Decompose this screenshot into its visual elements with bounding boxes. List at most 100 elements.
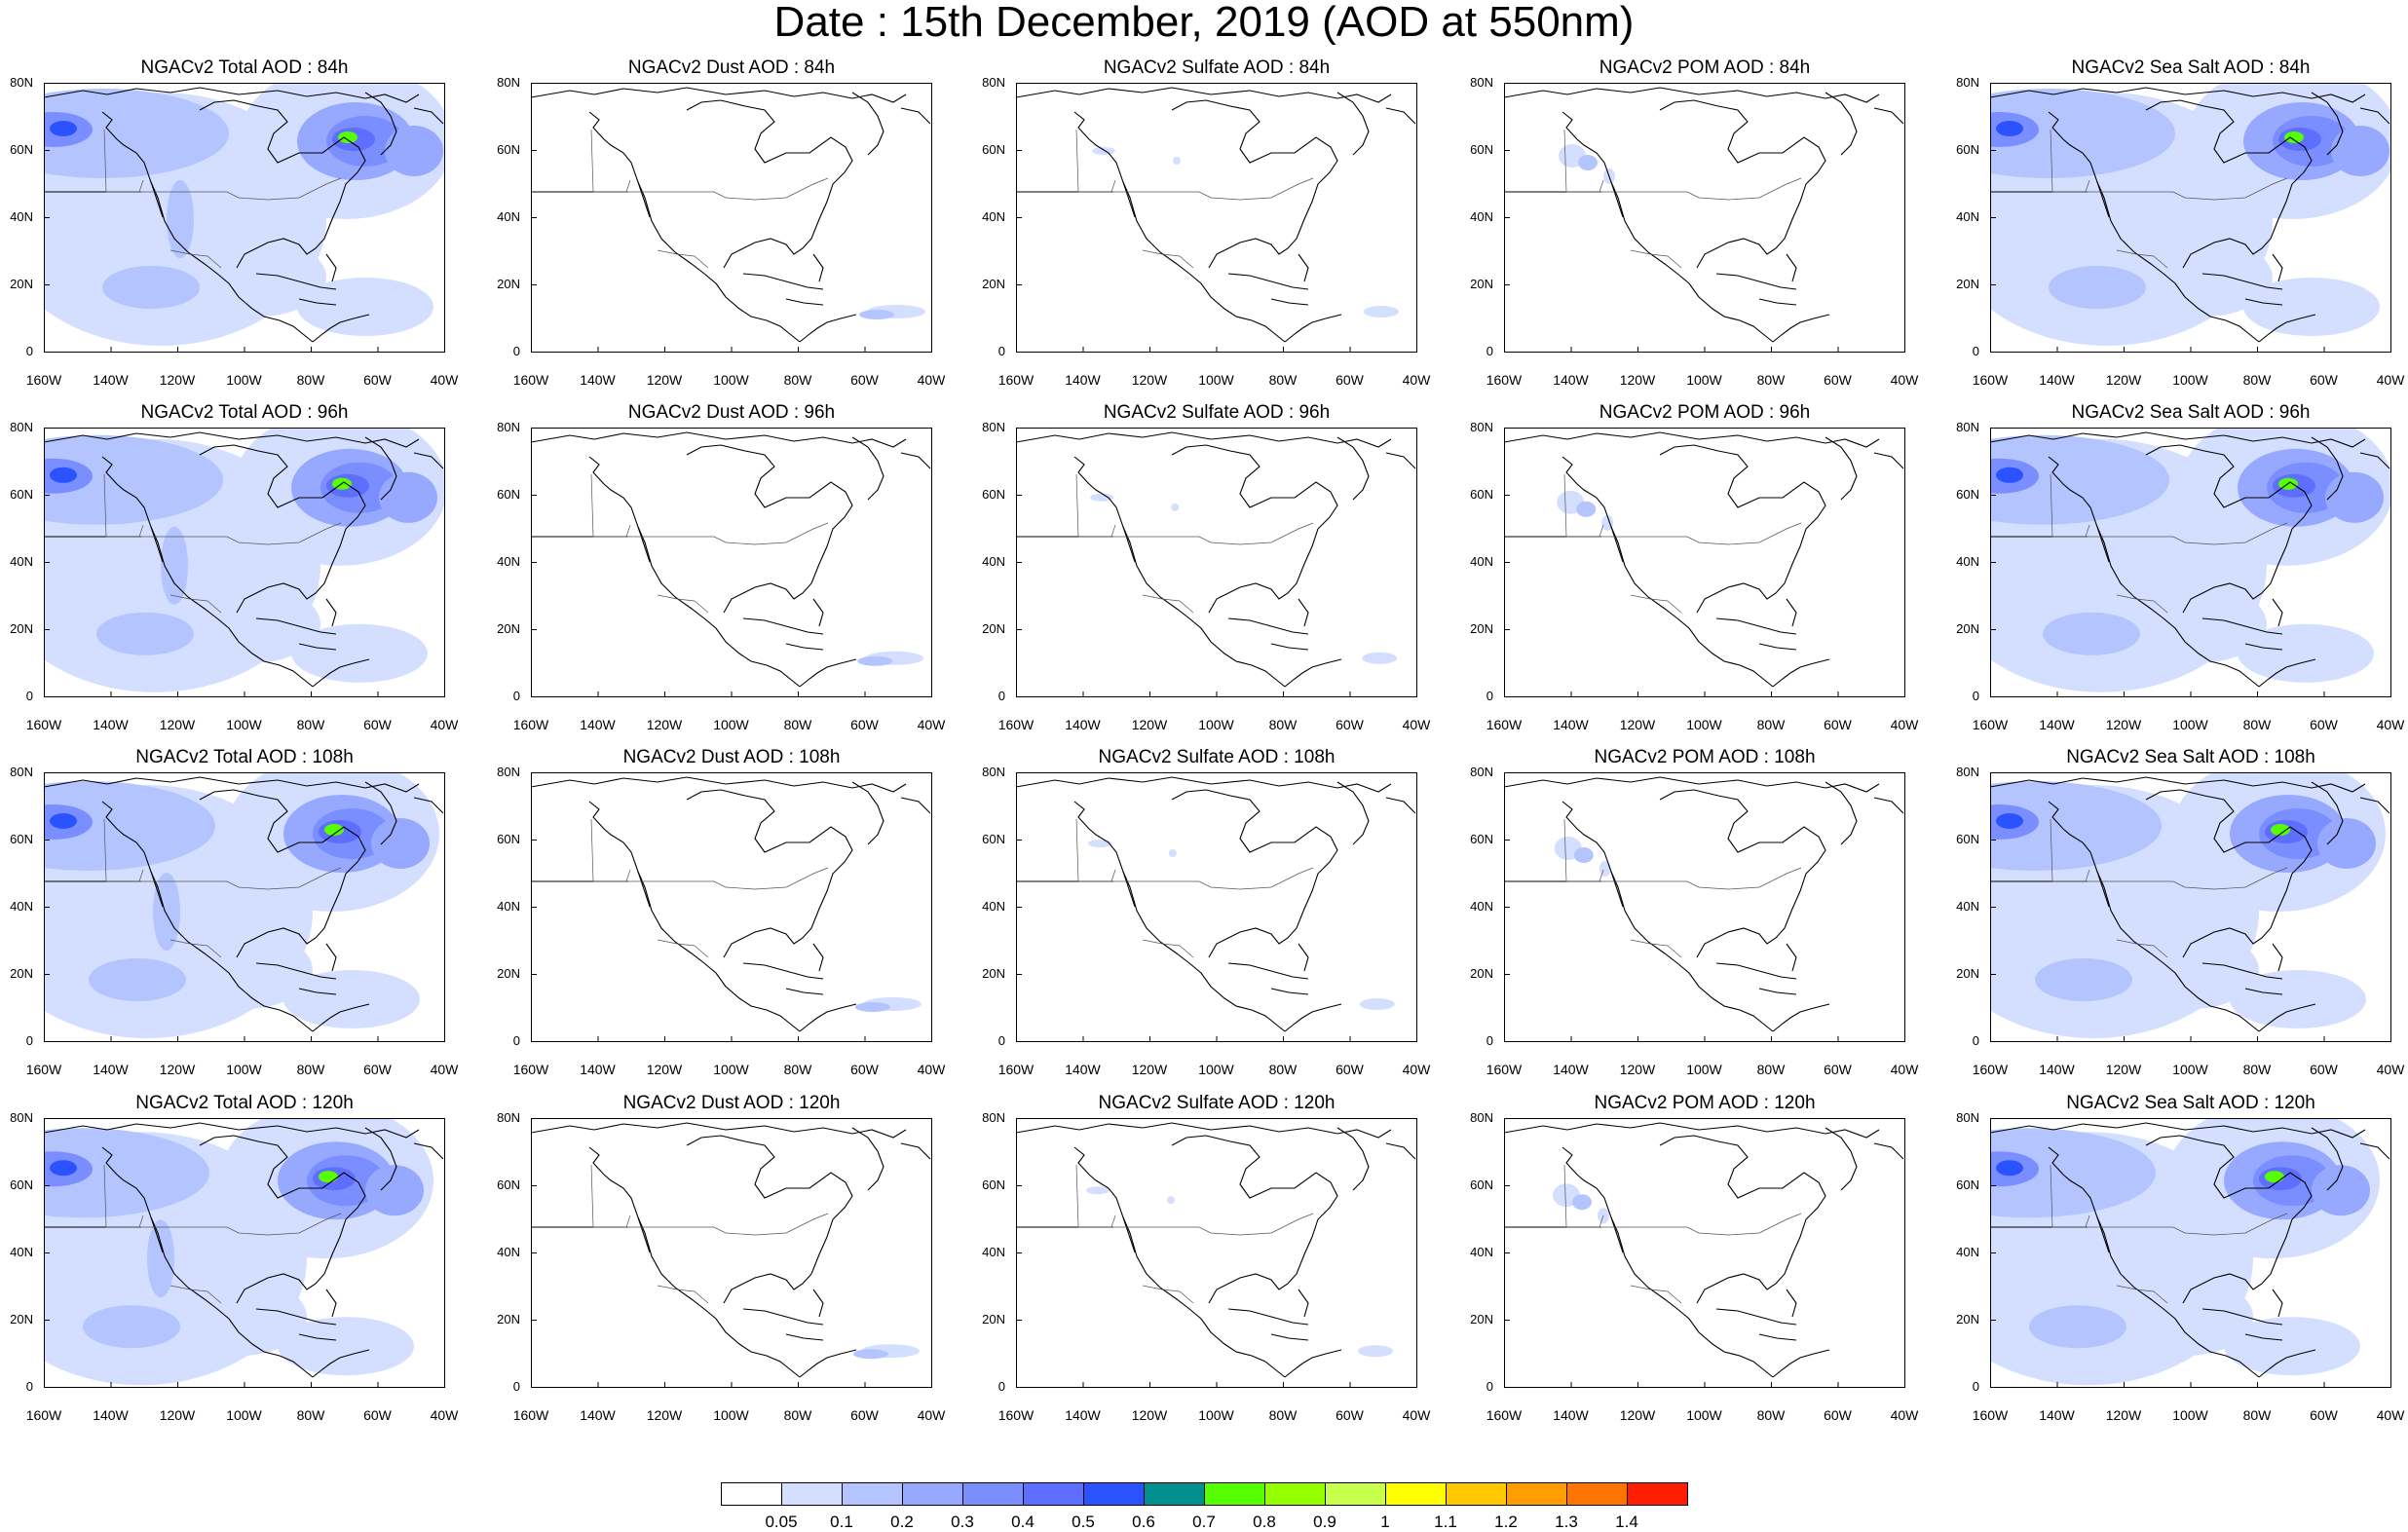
aod-region [96,612,194,655]
y-tick-label: 0 [25,1379,33,1394]
y-tick-label: 80N [1956,1110,1979,1125]
map-svg [531,428,932,697]
colorbar-label: 0.5 [1072,1513,1095,1531]
x-tick-label: 120W [1131,372,1168,388]
x-tick-label: 40W [2376,372,2405,388]
x-tick-label: 160W [997,717,1035,732]
map-plot [44,772,445,1042]
colorbar-swatch [1446,1482,1507,1506]
aod-region [1601,514,1614,531]
panel-title: NGACv2 POM AOD : 108h [1594,747,1816,767]
map-svg [531,772,932,1042]
aod-region [1599,861,1611,877]
y-tick-label: 20N [10,621,33,636]
aod-region [1092,147,1115,155]
map-svg [44,772,445,1042]
x-tick-label: 80W [296,717,325,732]
x-tick-label: 120W [2105,1407,2142,1423]
map-svg [1504,1118,1905,1388]
y-tick-label: 60N [10,142,33,157]
x-tick-label: 160W [1972,372,2009,388]
coastlines [1990,776,2390,1032]
aod-field [1553,1183,1609,1224]
aod-field [857,651,924,666]
x-tick-label: 160W [997,1407,1035,1423]
y-tick-label: 80N [982,765,1005,779]
x-tick-label: 140W [1553,1407,1589,1423]
aod-region [161,526,188,605]
x-tick-label: 140W [93,1062,129,1077]
x-tick-label: 80W [783,1407,812,1423]
y-tick-label: 40N [982,554,1005,569]
y-tick-label: 40N [1956,1245,1979,1259]
x-tick-label: 100W [2172,1407,2208,1423]
y-tick-label: 20N [10,277,33,291]
colorbar-swatch [962,1482,1024,1506]
y-tick-label: 0 [1972,689,1979,703]
map-plot [531,428,932,697]
aod-region [147,1219,174,1298]
x-tick-label: 120W [159,1062,196,1077]
y-tick-label: 20N [1956,1312,1979,1326]
y-tick-label: 20N [982,621,1005,636]
colorbar-swatch [1204,1482,1265,1506]
x-tick-label: 100W [226,372,262,388]
panel-title: NGACv2 Sea Salt AOD : 84h [2071,57,2311,78]
borders [103,473,342,614]
colorbar-label: 0.2 [890,1513,914,1531]
y-tick-label: 80N [1956,765,1979,779]
aod-region [2243,278,2380,336]
y-tick-label: 80N [10,1110,33,1125]
aod-region [338,131,357,143]
aod-region [2117,1278,2253,1357]
y-tick-label: 0 [25,1033,33,1048]
map-plot [1504,83,1905,353]
y-tick-label: 40N [497,209,520,224]
map-plot [44,428,445,697]
x-tick-label: 120W [1619,372,1656,388]
panel-title: NGACv2 Dust AOD : 108h [622,747,841,767]
x-tick-label: 60W [2310,1407,2338,1423]
map-plot [1990,1118,2391,1388]
x-tick-label: 40W [1402,717,1431,732]
y-tick-label: 20N [982,277,1005,291]
x-tick-label: 120W [1619,1062,1656,1077]
colorbar-label: 0.3 [951,1513,974,1531]
aod-region [184,584,320,663]
y-tick-label: 40N [497,1245,520,1259]
map-panel: NGACv2 Total AOD : 84h 80N 60N 40N 20N 0 160W 1… [0,57,458,409]
panel-title: NGACv2 Total AOD : 120h [135,1093,354,1113]
coastlines [1504,1122,1904,1378]
colorbar-swatch [1023,1482,1084,1506]
y-tick-label: 0 [997,344,1005,358]
colorbar-label: 1.4 [1615,1513,1638,1531]
aod-region [2043,612,2140,655]
colorbar-label: 0.8 [1253,1513,1276,1531]
y-tick-label: 80N [497,765,520,779]
aod-region [857,655,893,666]
map-plot [1016,428,1417,697]
colorbar-swatch [1566,1482,1628,1506]
x-tick-label: 60W [850,1062,879,1077]
aod-region [859,310,894,319]
panel-title: NGACv2 Dust AOD : 96h [627,402,836,423]
y-tick-label: 20N [497,277,520,291]
aod-region [324,824,344,836]
x-tick-label: 40W [2376,1407,2405,1423]
aod-region [1572,1194,1592,1211]
x-tick-label: 80W [2242,1407,2272,1423]
coastlines [531,776,931,1032]
y-tick-label: 80N [982,1110,1005,1125]
aod-region [1087,840,1111,847]
map-svg [1504,83,1905,353]
aod-region [2136,239,2273,317]
x-tick-label: 40W [430,717,459,732]
aod-region [297,278,433,336]
y-tick-label: 60N [497,142,520,157]
borders [590,473,829,614]
y-tick-label: 60N [497,832,520,846]
x-tick-label: 60W [2310,717,2338,732]
aod-region [2049,266,2146,309]
borders [103,818,342,958]
aod-region [1996,813,2023,829]
